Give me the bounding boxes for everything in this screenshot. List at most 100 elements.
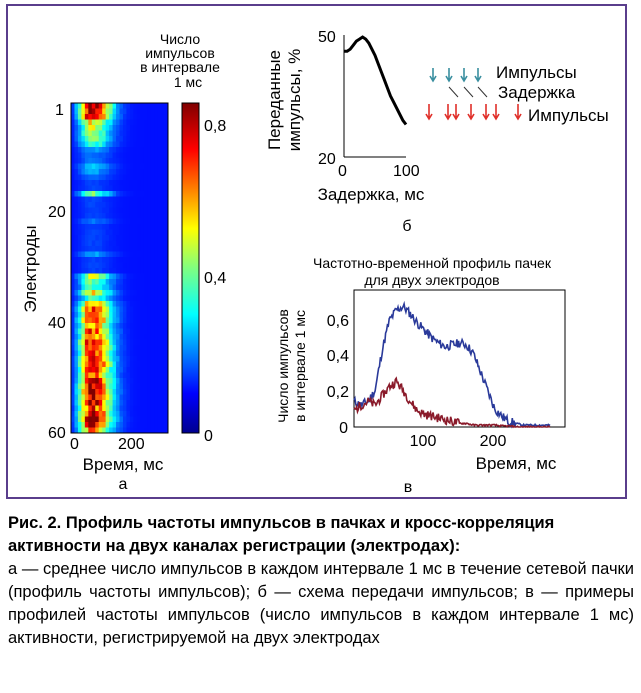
heatmap-cell xyxy=(157,262,162,269)
heatmap-cell xyxy=(112,169,117,175)
heatmap-cell xyxy=(136,323,141,329)
heatmap-cell xyxy=(81,268,86,274)
heatmap-cell xyxy=(164,306,169,313)
heatmap-cell xyxy=(95,163,100,170)
heatmap-cell xyxy=(150,279,155,285)
heatmap-cell xyxy=(161,158,165,164)
heatmap-cell xyxy=(109,378,113,384)
colorbar-title: Число импульсов в интервале 1 мс xyxy=(140,31,220,90)
heatmap-cell xyxy=(91,383,96,390)
heatmap-cell xyxy=(116,422,120,428)
heatmap-cell xyxy=(122,372,127,379)
heatmap-cell xyxy=(164,378,169,384)
heatmap-cell xyxy=(84,125,89,131)
heatmap-cell xyxy=(133,361,138,368)
heatmap-cell xyxy=(102,284,107,291)
heatmap-cell xyxy=(105,339,110,346)
heatmap-cell xyxy=(136,345,141,351)
heatmap-cell xyxy=(91,224,96,230)
heatmap-ytick-40: 40 xyxy=(48,315,66,332)
heatmap-cell xyxy=(102,394,107,401)
caption-title: Рис. 2. Профиль частоты импульсов в пачк… xyxy=(8,514,555,555)
heatmap-cell xyxy=(109,207,113,214)
heatmap-cell xyxy=(84,158,89,164)
heatmap-cell xyxy=(84,367,89,373)
heatmap-cell xyxy=(126,339,131,346)
heatmap-cell xyxy=(98,422,103,428)
heatmap-cell xyxy=(74,284,79,291)
heatmap-cell xyxy=(88,323,93,329)
heatmap-cell xyxy=(116,378,120,384)
heatmap-cell xyxy=(143,251,148,258)
heatmap-cell xyxy=(71,125,75,131)
heatmap-cell xyxy=(154,356,158,362)
heatmap-cell xyxy=(119,251,124,258)
heatmap-cell xyxy=(105,125,110,131)
heatmap-cell xyxy=(77,251,82,258)
heatmap-cell xyxy=(154,158,158,164)
heatmap-cell xyxy=(77,202,82,208)
heatmap-cell xyxy=(122,229,127,236)
heatmap-cell xyxy=(150,273,155,280)
panel-c-ytick-06: 0,6 xyxy=(327,313,349,330)
heatmap-cell xyxy=(81,125,86,131)
heatmap-cell xyxy=(88,163,93,170)
heatmap-cell xyxy=(98,163,103,170)
heatmap-cell xyxy=(157,306,162,313)
heatmap-cell xyxy=(102,169,107,175)
red-arrow xyxy=(452,104,460,121)
heatmap-cell xyxy=(143,202,148,208)
heatmap-cell xyxy=(91,169,96,175)
heatmap-cell xyxy=(129,158,134,164)
heatmap-cell xyxy=(98,125,103,131)
heatmap-cell xyxy=(136,361,141,368)
heatmap-cell xyxy=(112,367,117,373)
heatmap-cell xyxy=(109,174,113,181)
heatmap-cell xyxy=(71,268,75,274)
heatmap-cell xyxy=(122,185,127,192)
heatmap-cell xyxy=(88,284,93,291)
svg-text:Частотно-временной профиль пач: Частотно-временной профиль пачек xyxy=(313,255,552,271)
heatmap-cell xyxy=(154,312,158,318)
heatmap-cell xyxy=(91,389,96,395)
heatmap-cell xyxy=(164,180,169,186)
heatmap-cell xyxy=(154,317,158,324)
heatmap-cell xyxy=(71,114,75,120)
heatmap-cell xyxy=(74,185,79,192)
heatmap-cell xyxy=(133,334,138,340)
heatmap-cell xyxy=(136,141,141,148)
heatmap-cell xyxy=(154,218,158,225)
heatmap-cell xyxy=(157,119,162,126)
heatmap-cell xyxy=(105,202,110,208)
panel-b-ytick-20: 20 xyxy=(318,151,336,168)
heatmap-cell xyxy=(154,207,158,214)
heatmap-cell xyxy=(164,312,169,318)
heatmap-cell xyxy=(116,268,120,274)
heatmap-cell xyxy=(109,383,113,390)
heatmap-cell xyxy=(119,312,124,318)
heatmap-cell xyxy=(136,356,141,362)
heatmap-cell xyxy=(154,378,158,384)
heatmap-cell xyxy=(81,108,86,115)
heatmap-cell xyxy=(161,356,165,362)
heatmap-cell xyxy=(105,284,110,291)
heatmap-cell xyxy=(74,130,79,137)
heatmap-cell xyxy=(112,251,117,258)
heatmap-cell xyxy=(74,262,79,269)
heatmap-cell xyxy=(105,251,110,258)
heatmap-cell xyxy=(129,196,134,203)
heatmap-cell xyxy=(71,108,75,115)
heatmap-cell xyxy=(136,114,141,120)
heatmap-cell xyxy=(157,328,162,335)
figure-caption: Рис. 2. Профиль частоты импульсов в пачк… xyxy=(8,512,634,650)
heatmap-cell xyxy=(102,180,107,186)
heatmap-cell xyxy=(122,114,127,120)
heatmap-cell xyxy=(129,240,134,247)
heatmap-cell xyxy=(77,125,82,131)
heatmap-cell xyxy=(109,411,113,417)
heatmap-cell xyxy=(133,152,138,159)
heatmap-cell xyxy=(84,141,89,148)
heatmap-cell xyxy=(77,301,82,307)
heatmap-cell xyxy=(150,339,155,346)
heatmap-cell xyxy=(164,389,169,395)
